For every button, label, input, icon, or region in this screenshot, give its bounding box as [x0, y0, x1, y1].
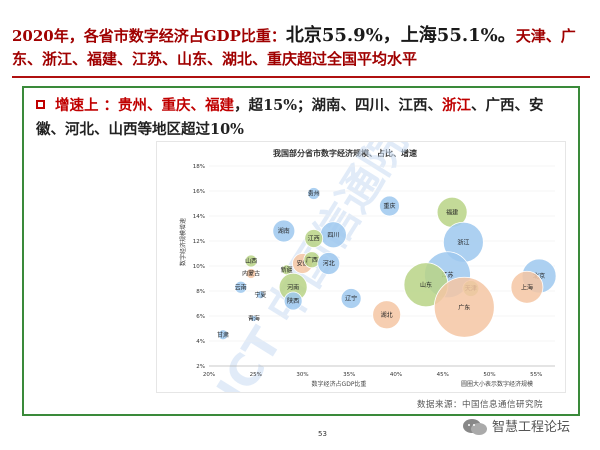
bubble-label: 江苏: [441, 271, 453, 279]
bubble: [379, 195, 400, 217]
bubble-label: 河南: [287, 283, 299, 291]
bubble: [340, 288, 362, 309]
bubble-label: 山西: [245, 257, 257, 265]
bubble: [256, 290, 265, 300]
chart-axes: 2% 4% 6% 8% 10% 12% 14% 16% 18% 20% 25% 30% 35% 40% 45…: [193, 164, 555, 378]
x-tick-label: 40%: [390, 372, 402, 378]
bubble: [234, 280, 248, 294]
y-tick-label: 16%: [193, 189, 205, 195]
bubble-label: 山东: [420, 281, 432, 289]
bubble-label: 陕西: [287, 297, 299, 305]
x-tick-label: 20%: [203, 372, 215, 378]
bubble: [317, 252, 341, 275]
bubble-label: 甘肃: [217, 331, 229, 339]
bubble-label: 上海: [521, 283, 533, 291]
title-seg-4: 、广东、浙江、福建、江苏、山东、湖北、重庆超过全国平均水平: [12, 27, 576, 68]
bubble-label: 广西: [306, 256, 318, 264]
bubble-label: 北京: [533, 272, 545, 280]
y-axis-label: 数字经济规模增速: [179, 218, 187, 266]
bubble-label: 四川: [327, 232, 339, 239]
watermark-text: 智慧工程论坛: [492, 420, 571, 435]
y-tick-label: 8%: [196, 289, 205, 295]
title-seg-2: 北京55.9%，上海55.1%。: [285, 25, 516, 46]
bullet-square-icon: [36, 100, 45, 109]
bullet-part-b: 福建: [205, 97, 235, 114]
bubble-label: 辽宁: [345, 295, 357, 303]
content-card: 增速上 ：贵州、重庆、福建，超15%；湖南、四川、江西、浙江、广西、安徽、河北、…: [22, 86, 580, 450]
bubble: [307, 187, 321, 200]
x-tick-label: 50%: [483, 372, 495, 378]
chart-bubbles: 贵州重庆福建湖南四川江西浙江安徽广西河北山西新疆内蒙古江苏北京山东上海天津云南河…: [217, 187, 557, 341]
x-tick-label: 35%: [343, 372, 355, 378]
title-seg-3: 天津: [515, 27, 546, 45]
size-note: 圆圈大小表示数字经济规模: [461, 380, 533, 388]
bullet-text: 增速上 ：贵州、重庆、福建，超15%；湖南、四川、江西、浙江、广西、安徽、河北、…: [36, 94, 571, 142]
bubble-label: 贵州: [308, 190, 320, 198]
title-seg-1: 2020年，各省市数字经济占GDP比重：: [12, 27, 286, 45]
x-tick-label: 25%: [250, 372, 262, 378]
bubble: [245, 268, 257, 279]
bullet-part-a: 增速上 ：贵州、重庆、: [55, 97, 206, 114]
bubble: [372, 300, 402, 330]
x-tick-label: 45%: [437, 372, 449, 378]
y-tick-label: 2%: [196, 364, 205, 370]
bubble-chart-svg: 我国部分省市数字经济规模、占比、增速 CAICT 中国信通院 贵州重庆福建湖南四…: [172, 120, 557, 450]
y-tick-label: 4%: [196, 339, 205, 345]
bubble-label: 湖北: [381, 311, 393, 319]
bubble-label: 重庆: [383, 202, 395, 210]
bubble-label: 青海: [248, 315, 260, 323]
bullet-part-d: 15%: [263, 97, 298, 114]
bubble-label: 福建: [446, 208, 458, 216]
bubble: [250, 315, 258, 322]
bubble: [510, 270, 544, 304]
bubble-label: 新疆: [281, 266, 293, 274]
bubble-label: 宁夏: [254, 291, 266, 299]
data-source: 数据来源：中国信息通信研究院: [417, 400, 544, 410]
y-tick-label: 12%: [193, 239, 205, 245]
x-tick-label: 55%: [530, 372, 542, 378]
bullet-part-e: ；湖南、四川、江西、: [297, 97, 443, 114]
bubble-label: 广东: [458, 303, 470, 311]
bullet-part-f: 浙江: [442, 97, 472, 114]
y-tick-label: 6%: [196, 314, 205, 320]
bubble: [433, 276, 495, 338]
chart-title: 我国部分省市数字经济规模、占比、增速: [273, 148, 417, 158]
x-tick-label: 30%: [296, 372, 308, 378]
bullet-part-h: 10%: [210, 121, 244, 138]
y-tick-label: 14%: [193, 214, 205, 220]
bubble-label: 浙江: [457, 238, 469, 246]
bubble-label: 内蒙古: [242, 270, 260, 278]
bubble-label: 云南: [235, 283, 247, 291]
page-number: 53: [318, 430, 327, 438]
title-divider: [12, 76, 590, 78]
bullet-part-g: 、广西、安徽、河北、山西等地区超过: [36, 97, 544, 138]
bubble: [272, 219, 296, 243]
wechat-icon: [463, 419, 487, 435]
bubble-label: 河北: [323, 260, 335, 268]
bullet-part-c: ，超: [234, 97, 264, 114]
slide-title: 2020年，各省市数字经济占GDP比重：北京55.9%，上海55.1%。天津、广…: [12, 24, 592, 71]
bubble-label: 安徽: [297, 260, 309, 268]
bubble-label: 江西: [308, 236, 320, 243]
y-tick-label: 18%: [193, 164, 205, 170]
bubble: [304, 229, 324, 248]
bubble-label: 湖南: [278, 227, 290, 235]
bubble: [217, 329, 229, 341]
y-tick-label: 10%: [193, 264, 205, 270]
bubble-chart: 我国部分省市数字经济规模、占比、增速 CAICT 中国信通院 贵州重庆福建湖南四…: [157, 120, 565, 450]
bubble: [244, 254, 258, 268]
bubble: [283, 291, 303, 311]
x-axis-label: 数字经济占GDP比重: [312, 380, 367, 388]
